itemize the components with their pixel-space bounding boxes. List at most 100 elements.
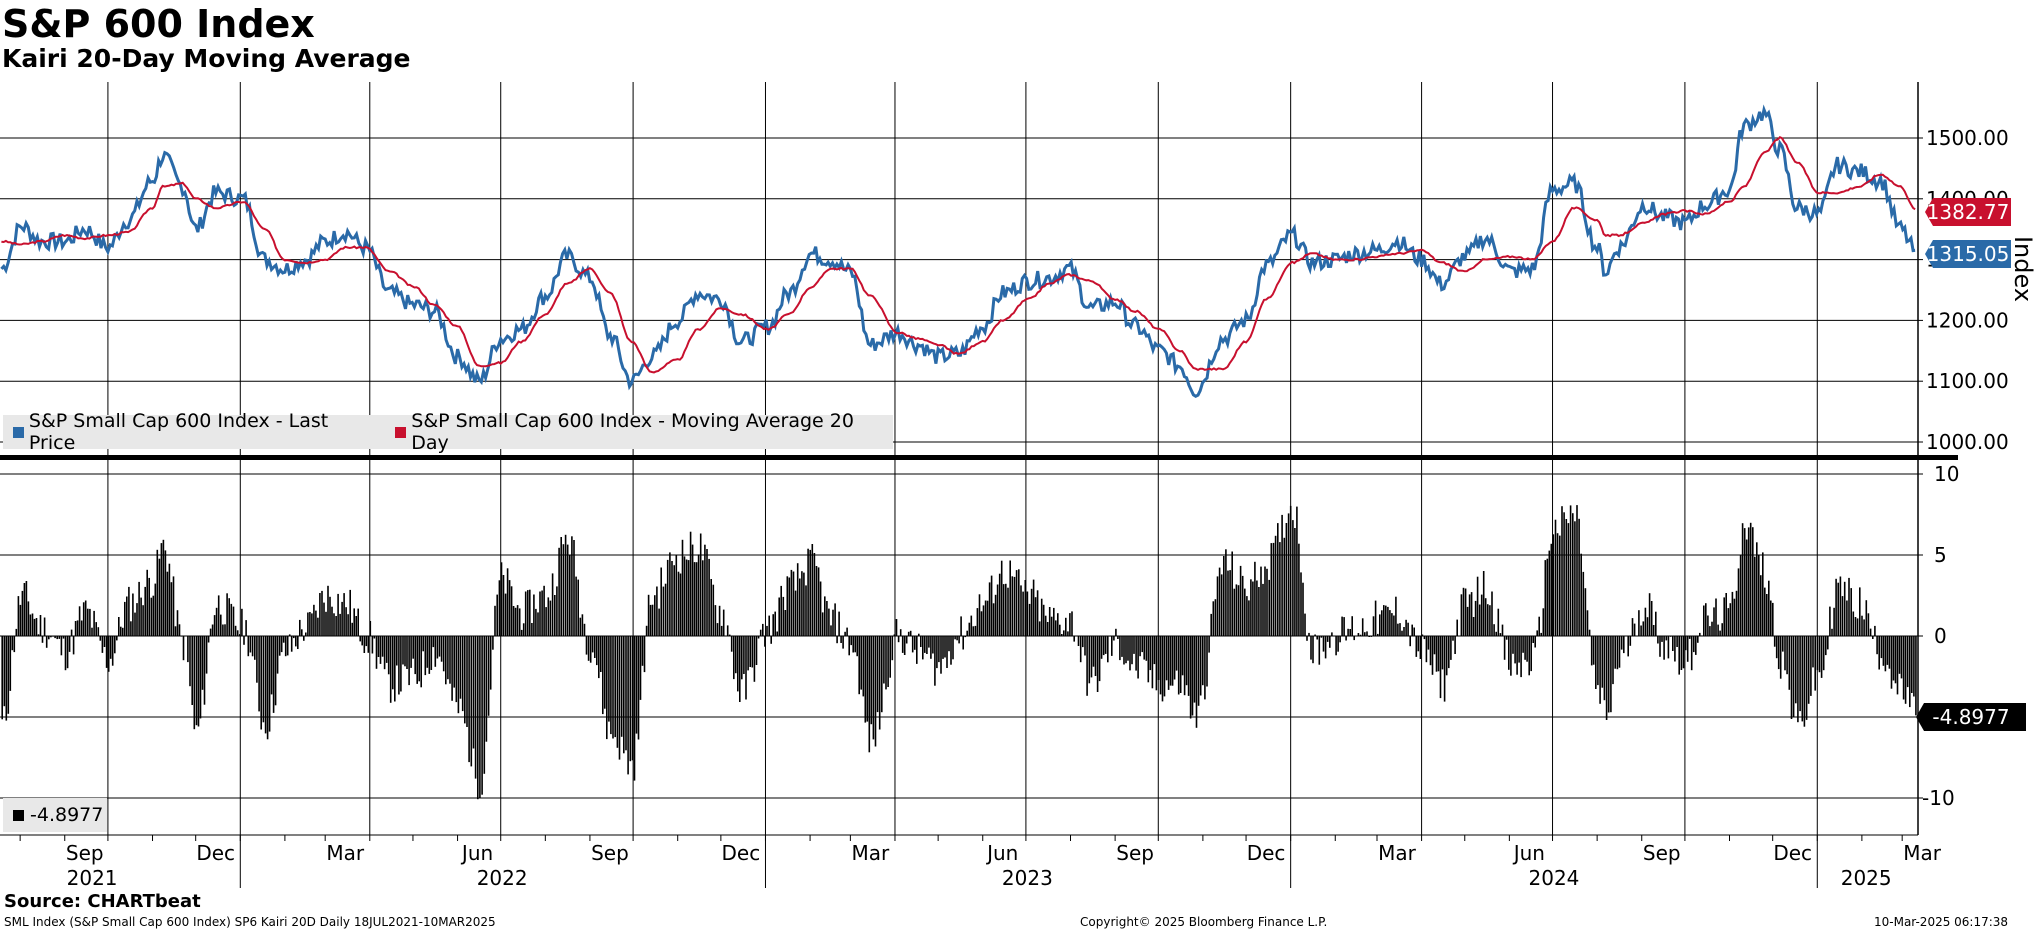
kairi-bar <box>412 636 414 659</box>
kairi-bar <box>1536 630 1538 636</box>
kairi-bar <box>1512 636 1514 654</box>
kairi-bar <box>1337 636 1339 652</box>
kairi-bar <box>560 537 562 636</box>
kairi-bar <box>932 636 934 654</box>
kairi-bar <box>891 636 894 661</box>
kairi-bar <box>365 636 368 647</box>
kairi-bar <box>1843 581 1846 636</box>
kairi-bar <box>1202 636 1204 686</box>
kairi-bar <box>394 636 396 702</box>
kairi-bar <box>1090 636 1093 678</box>
kairi-bar <box>477 636 479 800</box>
kairi-bar <box>512 606 515 636</box>
kairi-bar <box>209 628 212 636</box>
kairi-bar <box>1366 631 1368 636</box>
kairi-bar <box>343 593 345 636</box>
kairi-bar <box>623 636 625 754</box>
kairi-bar <box>1743 528 1746 636</box>
panel-separator <box>0 455 1958 460</box>
kairi-bar <box>1756 542 1758 636</box>
kairi-bar <box>1063 630 1065 636</box>
kairi-bar <box>1082 636 1084 648</box>
kairi-bar <box>660 567 662 636</box>
kairi-bar <box>107 636 110 672</box>
kairi-bar <box>920 636 922 647</box>
kairi-bar <box>234 625 237 636</box>
kairi-bar <box>303 636 305 641</box>
kairi-bar <box>1597 636 1599 686</box>
kairi-bar <box>25 581 28 636</box>
kairi-bar <box>1324 636 1327 659</box>
kairi-bar <box>547 597 550 636</box>
kairi-bar <box>1287 513 1290 636</box>
kairi-bar <box>1648 593 1651 636</box>
kairi-bar <box>645 625 648 636</box>
kairi-bar <box>1820 636 1823 678</box>
kairi-bar <box>335 616 337 636</box>
kairi-bar <box>5 636 8 721</box>
kairi-bar <box>426 636 429 668</box>
kairi-bar <box>1633 623 1636 636</box>
kairi-bar <box>264 636 267 734</box>
kairi-bar <box>64 636 67 671</box>
kairi-bar <box>1684 636 1687 651</box>
kairi-bar <box>31 613 34 636</box>
kairi-bar <box>483 636 486 774</box>
kairi-bar <box>741 636 743 680</box>
kairi-bar <box>1699 632 1701 636</box>
kairi-bar <box>735 636 737 674</box>
kairi-bar <box>1495 631 1497 636</box>
kairi-bar <box>836 636 838 644</box>
kairi-bar <box>1522 636 1524 653</box>
kairi-bar <box>718 605 721 636</box>
kairi-bar <box>197 636 200 727</box>
kairi-bar <box>1372 616 1375 636</box>
kairi-bar <box>1084 636 1086 656</box>
kairi-bar <box>1141 636 1143 653</box>
kairi-bar <box>1322 636 1325 652</box>
kairi-bar <box>1002 584 1005 636</box>
kairi-bar <box>438 636 441 657</box>
kairi-bar <box>887 636 889 687</box>
kairi-bar <box>828 608 830 636</box>
kairi-bar <box>1508 636 1510 670</box>
kairi-bar <box>48 636 50 640</box>
kairi-bar <box>1244 588 1246 636</box>
kairi-bar <box>1466 606 1469 636</box>
kairi-bar <box>353 608 355 636</box>
kairi-bar <box>1423 636 1426 640</box>
kairi-bar <box>1419 636 1422 659</box>
kairi-bar <box>1042 604 1045 636</box>
kairi-bar <box>907 631 910 636</box>
kairi-bar <box>1850 588 1852 636</box>
kairi-bar <box>1876 636 1878 655</box>
kairi-bar <box>1079 636 1082 663</box>
kairi-bar <box>728 634 731 636</box>
kairi-bar <box>430 636 433 670</box>
kairi-bar <box>1878 636 1880 670</box>
kairi-bar <box>982 605 985 636</box>
kairi-bar <box>1359 634 1362 636</box>
kairi-bar <box>199 636 202 719</box>
kairi-bar <box>895 619 898 636</box>
ma-last-value: 1382.77 <box>1926 200 2010 224</box>
kairi-bar <box>174 626 177 636</box>
kairi-bar <box>1768 580 1770 636</box>
kairi-bar <box>387 636 390 675</box>
kairi-bar <box>573 540 575 636</box>
kairi-bar <box>492 636 494 650</box>
kairi-bar <box>1329 636 1331 648</box>
kairi-bar <box>1773 636 1776 647</box>
kairi-bar <box>669 552 671 636</box>
kairi-bar <box>398 636 400 695</box>
kairi-bar <box>1169 636 1172 686</box>
kairi-bar <box>392 636 394 690</box>
kairi-bar <box>1206 636 1208 687</box>
kairi-bar <box>78 606 81 636</box>
kairi-bar <box>1145 636 1148 661</box>
kairi-bar <box>1281 514 1283 636</box>
kairi-bar <box>150 597 153 636</box>
kairi-bar <box>641 636 644 666</box>
kairi-bar <box>627 636 629 775</box>
kairi-bar <box>331 606 333 636</box>
